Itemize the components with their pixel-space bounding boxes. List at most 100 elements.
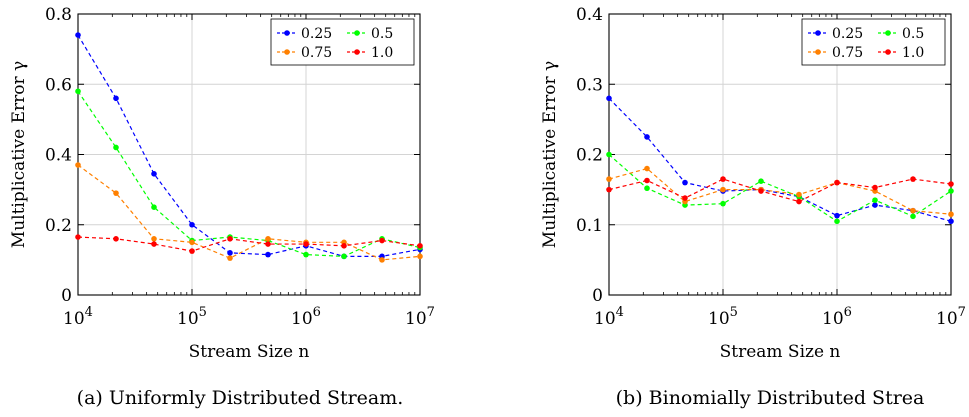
y-tick-label: 0.8 [45, 5, 72, 25]
caption: (b) Binomially Distributed Strea [616, 387, 925, 409]
data-point [227, 236, 233, 242]
legend-box [801, 18, 946, 66]
data-point [113, 144, 119, 151]
data-point [758, 188, 764, 194]
data-point [606, 186, 612, 193]
y-axis-label: Multiplicative Error γ [9, 61, 29, 248]
data-point [644, 177, 650, 184]
series-0.5 [606, 151, 954, 225]
series-line [608, 167, 952, 215]
data-point [151, 236, 157, 242]
data-point [265, 236, 271, 242]
legend-entry: 0.75 [277, 45, 332, 61]
caption: (a) Uniformly Distributed Stream. [77, 387, 404, 409]
y-tick-label: 0.3 [576, 75, 603, 95]
legend-label: 0.5 [371, 26, 393, 42]
data-point [796, 191, 802, 198]
x-axis-label: Stream Size n [720, 342, 841, 362]
legend-entry: 0.5 [878, 26, 924, 42]
data-point [910, 207, 916, 214]
legend-swatch-marker [284, 49, 290, 55]
data-point [265, 241, 271, 247]
y-tick-label: 0.2 [45, 216, 72, 236]
data-point [834, 212, 840, 219]
data-point [644, 165, 650, 172]
data-point [227, 250, 233, 256]
series-1.0 [606, 176, 954, 205]
data-point [303, 251, 309, 258]
legend-box [270, 18, 415, 66]
legend-entry: 0.25 [808, 26, 863, 42]
series-1.0 [75, 234, 423, 254]
legend-label: 0.25 [832, 26, 863, 42]
data-point [720, 186, 726, 193]
x-tick-label: 104 [594, 305, 624, 329]
series-line [608, 97, 952, 222]
data-point [341, 243, 347, 249]
plot-frame [77, 13, 421, 296]
data-point [75, 162, 81, 168]
data-point [644, 185, 650, 192]
data-point [113, 236, 119, 242]
data-point [682, 195, 688, 201]
x-axis-label: Stream Size n [189, 342, 310, 362]
x-tick-label: 106 [291, 305, 321, 329]
data-point [872, 202, 878, 208]
data-point [682, 179, 688, 186]
legend-swatch-marker [815, 49, 821, 55]
series-line [77, 90, 421, 257]
data-point [606, 95, 612, 102]
data-point [948, 218, 954, 225]
data-point [948, 211, 954, 218]
series-line [77, 164, 421, 261]
data-point [796, 198, 802, 205]
y-tick-label: 0.1 [576, 216, 603, 236]
legend-swatch-marker [354, 30, 360, 36]
series-line [608, 154, 952, 222]
y-axis-label: Multiplicative Error γ [540, 61, 560, 248]
legend-entry: 1.0 [347, 45, 393, 61]
data-point [948, 188, 954, 194]
series-line [77, 236, 421, 252]
chart-b: 0 0.1 0.2 0.3 0.4 104 105 106 107 Stream Size n Mu… [540, 5, 966, 409]
series-0.25 [606, 95, 954, 225]
data-point [417, 253, 423, 260]
legend: 0.25 0.5 0.75 1.0 [270, 18, 415, 66]
legend-swatch-marker [284, 30, 290, 36]
y-tick-label: 0.4 [45, 146, 72, 166]
legend-label: 0.5 [902, 26, 924, 42]
legend-swatch-marker [354, 49, 360, 55]
legend-swatch-marker [885, 49, 891, 55]
data-point [151, 171, 157, 177]
x-tick-label: 107 [936, 305, 966, 329]
data-point [75, 88, 81, 95]
data-point [872, 197, 878, 203]
x-tick-label: 106 [822, 305, 852, 329]
y-tick-label: 0.6 [45, 75, 72, 95]
data-point [644, 134, 650, 140]
x-tick-label: 107 [405, 305, 435, 329]
series-line [77, 34, 421, 257]
data-point [379, 237, 385, 244]
y-tick-label: 0.2 [576, 146, 603, 166]
data-point [379, 257, 385, 263]
data-point [720, 176, 726, 182]
data-point [720, 200, 726, 207]
data-point [606, 176, 612, 182]
legend-entry: 0.25 [277, 26, 332, 42]
x-tick-label: 105 [177, 305, 207, 329]
data-point [948, 181, 954, 187]
data-point [834, 179, 840, 186]
legend-label: 1.0 [371, 45, 393, 61]
data-point [303, 241, 309, 247]
legend: 0.25 0.5 0.75 1.0 [801, 18, 946, 66]
y-tick-label: 0.4 [576, 5, 603, 25]
legend-label: 0.25 [301, 26, 332, 42]
data-point [189, 239, 195, 246]
x-tick-label: 104 [63, 305, 93, 329]
data-point [758, 178, 764, 184]
legend-entry: 0.5 [347, 26, 393, 42]
data-point [606, 151, 612, 158]
y-tick-label: 0 [61, 286, 72, 306]
